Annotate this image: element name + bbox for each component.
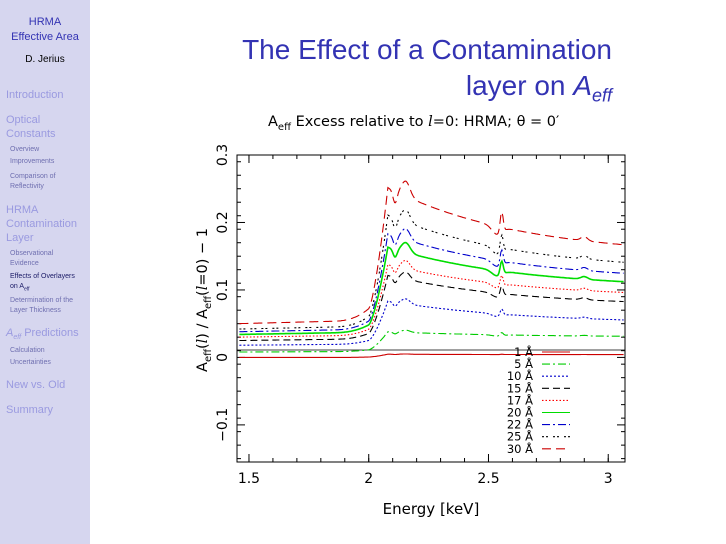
plot-frame (236, 154, 626, 463)
nav-summary[interactable]: Summary (6, 404, 54, 416)
author-name: D. Jerius (25, 54, 65, 65)
series-line-3 (239, 271, 624, 342)
series-line-1 (239, 329, 624, 353)
series-line-0 (239, 353, 624, 358)
nav-comparison-of-reflectivity[interactable]: Comparison of Reflectivity (10, 173, 56, 190)
slide-title-line1: The Effect of a Contamination (242, 34, 612, 65)
series-line-4 (239, 259, 624, 338)
legend-label: 22 Å (507, 417, 533, 432)
legend-label: 10 Å (507, 368, 533, 383)
nav-uncertainties[interactable]: Uncertainties (10, 359, 51, 366)
nav-introduction[interactable]: Introduction (6, 89, 64, 101)
series-line-7 (239, 209, 624, 330)
y-tick-label: 0 (215, 353, 231, 362)
nav-overview[interactable]: Overview (10, 146, 40, 153)
x-tick-label: 1.5 (238, 471, 260, 487)
series-line-8 (239, 180, 624, 325)
y-axis-label: Aeff(l) / Aeff(l=0) − 1 (195, 228, 214, 372)
legend-label: 25 Å (507, 429, 533, 444)
nav-determination-layer-thickness[interactable]: Determination of the Layer Thickness (10, 297, 74, 314)
nav-improvements[interactable]: Improvements (10, 158, 55, 165)
nav-effects-of-overlayers[interactable]: Effects of Overlayers on Aeff (10, 273, 75, 292)
nav-aeff-predictions[interactable]: Aeff Predictions (6, 327, 79, 342)
legend-label: 5 Å (514, 356, 533, 371)
axis-ticks: 1.5 2 2.5 3 −0.1 0 0.1 0.2 0.3 (215, 144, 625, 487)
series-lines (239, 180, 624, 358)
nav-optical-constants[interactable]: Optical Constants (6, 114, 56, 140)
nav-hrma-contamination-layer[interactable]: HRMA Contamination Layer (6, 204, 77, 244)
nav-new-vs-old[interactable]: New vs. Old (6, 379, 66, 391)
y-tick-label: 0.1 (215, 279, 231, 301)
legend-label: 15 Å (507, 380, 533, 395)
legend: 1 Å5 Å10 Å15 Å17 Å20 Å22 Å25 Å30 Å (507, 344, 570, 456)
slide-title-line2: layer on Aeff (465, 70, 612, 106)
nav-calculation[interactable]: Calculation (10, 347, 45, 354)
legend-label: 1 Å (514, 344, 533, 359)
legend-label: 17 Å (507, 392, 533, 407)
series-line-6 (239, 228, 624, 333)
series-line-2 (239, 298, 624, 346)
x-tick-label: 2 (364, 471, 373, 487)
chart-title: Aeff Excess relative to l=0: HRMA; θ = 0… (268, 114, 560, 133)
y-tick-label: 0.2 (215, 211, 231, 233)
sidebar: HRMA Effective Area D. Jerius Introductio… (0, 0, 90, 544)
y-tick-label: 0.3 (215, 144, 231, 166)
x-axis-label: Energy [keV] (383, 500, 480, 518)
presentation-title[interactable]: HRMA Effective Area (11, 16, 79, 43)
series-line-5 (239, 241, 624, 336)
legend-label: 30 Å (507, 441, 533, 456)
legend-label: 20 Å (507, 405, 533, 420)
svg-text:Aeff(l) / Aeff(l=0) − 1: Aeff(l) / Aeff(l=0) − 1 (195, 228, 214, 372)
x-tick-label: 3 (604, 471, 613, 487)
nav-observational-evidence[interactable]: Observational Evidence (10, 250, 54, 267)
y-tick-label: −0.1 (215, 408, 231, 442)
x-tick-label: 2.5 (477, 471, 499, 487)
